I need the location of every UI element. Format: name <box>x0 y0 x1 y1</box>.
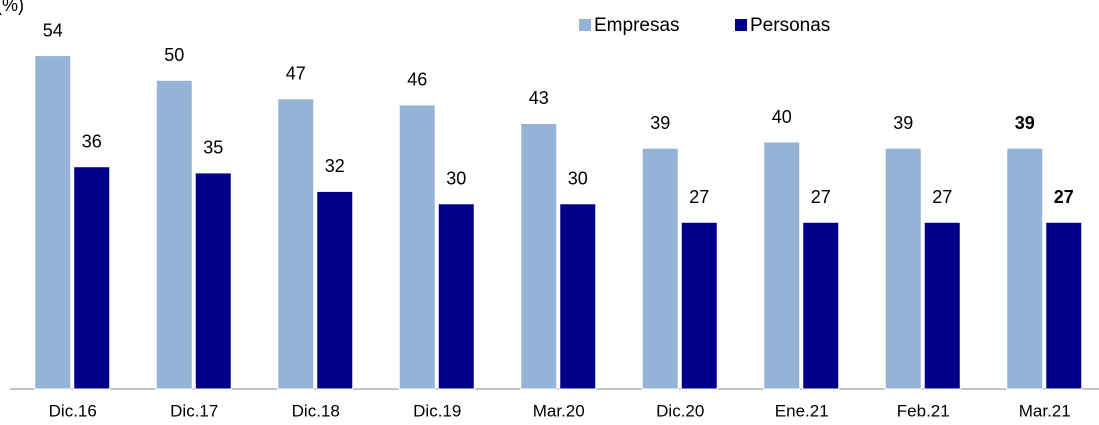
x-tick-label: Ene.21 <box>775 401 829 420</box>
value-label: 35 <box>203 138 223 158</box>
bar <box>398 104 436 390</box>
bar <box>1006 147 1044 390</box>
value-label: 27 <box>1054 187 1074 207</box>
bar <box>923 221 961 390</box>
value-label: 36 <box>82 131 102 151</box>
value-label: 54 <box>43 20 63 40</box>
legend-swatch <box>579 19 591 31</box>
x-tick-label: Feb.21 <box>897 401 950 420</box>
value-label: 46 <box>407 70 427 90</box>
bar <box>802 221 840 390</box>
value-label: 30 <box>568 169 588 189</box>
bar <box>194 172 232 390</box>
bar <box>680 221 718 390</box>
legend-label: Personas <box>750 15 830 36</box>
value-label: 30 <box>446 169 466 189</box>
value-label: 50 <box>164 45 184 65</box>
bar <box>73 166 111 390</box>
x-tick-label: Mar.20 <box>533 401 585 420</box>
bar <box>316 190 354 390</box>
value-label: 32 <box>325 156 345 176</box>
x-tick-label: Mar.21 <box>1019 401 1071 420</box>
bar <box>34 55 72 390</box>
x-tick-label: Dic.19 <box>413 401 461 420</box>
unit-label: (%) <box>0 0 24 15</box>
bar <box>1045 221 1083 390</box>
bar <box>520 122 558 390</box>
x-tick-label: Dic.16 <box>49 401 97 420</box>
bar <box>763 141 801 390</box>
legend-swatch <box>735 19 747 31</box>
value-label: 43 <box>529 88 549 108</box>
x-tick-label: Dic.18 <box>292 401 340 420</box>
value-label: 39 <box>1015 113 1035 133</box>
bar <box>277 98 315 390</box>
bar <box>884 147 922 390</box>
value-label: 27 <box>689 187 709 207</box>
bar <box>155 79 193 390</box>
x-tick-label: Dic.17 <box>170 401 218 420</box>
x-tick-label: Dic.20 <box>656 401 704 420</box>
bar <box>559 203 597 390</box>
bar <box>437 203 475 390</box>
value-label: 27 <box>811 187 831 207</box>
value-label: 47 <box>286 64 306 84</box>
value-label: 27 <box>932 187 952 207</box>
bar <box>641 147 679 390</box>
value-label: 39 <box>650 113 670 133</box>
value-label: 40 <box>772 107 792 127</box>
legend-label: Empresas <box>594 15 680 36</box>
value-label: 39 <box>893 113 913 133</box>
